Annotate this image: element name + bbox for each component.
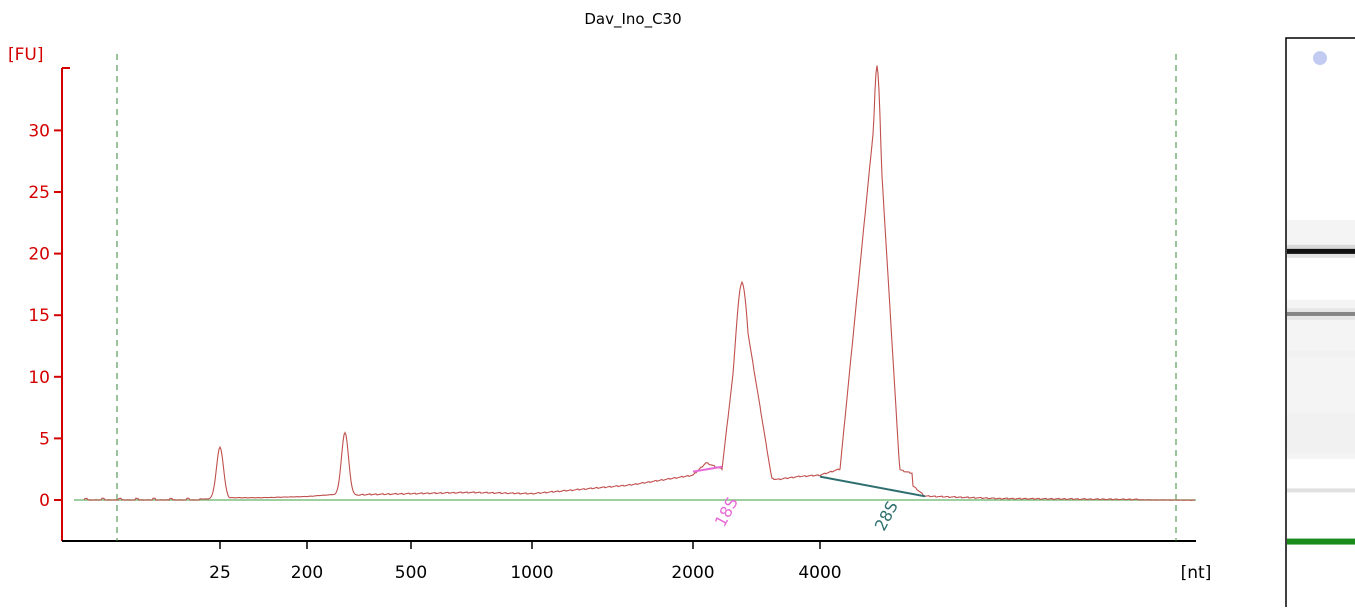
annotation-28s: 28S (871, 498, 902, 534)
gel-lane (1285, 37, 1355, 610)
gel-band (1287, 311, 1355, 316)
gel-band (1287, 248, 1355, 254)
chart-title: Dav_Ino_C30 (584, 10, 681, 29)
y-tick-label: 20 (28, 245, 50, 265)
gel-band-halo (1287, 244, 1355, 258)
y-tick-label: 10 (28, 368, 50, 388)
y-tick-label: 5 (39, 429, 50, 449)
y-tick-label: 25 (28, 183, 50, 203)
x-tick-label: 2000 (671, 563, 714, 583)
gel-band (1287, 538, 1355, 545)
x-tick-label: 4000 (798, 563, 841, 583)
marker-18s-line (692, 465, 723, 473)
y-tick-label: 15 (28, 306, 50, 326)
electropherogram-trace (83, 65, 1195, 501)
x-tick-label: 25 (209, 563, 231, 583)
gel-band-halo (1287, 307, 1355, 320)
gel-background-smear (1287, 299, 1355, 357)
x-tick-label: 1000 (510, 563, 553, 583)
gel-background-smear (1287, 413, 1355, 460)
y-tick-label: 30 (28, 121, 50, 141)
gel-marker-spot (1313, 51, 1327, 66)
y-tick-label: 0 (39, 491, 50, 511)
x-tick-label: 500 (395, 563, 427, 583)
y-axis-label: [FU] (8, 45, 44, 65)
marker-28s-line (819, 475, 926, 498)
x-axis-label: [nt] (1181, 563, 1212, 583)
gel-band (1287, 488, 1355, 493)
gel-background-smear (1287, 220, 1355, 255)
x-tick-label: 200 (291, 563, 323, 583)
